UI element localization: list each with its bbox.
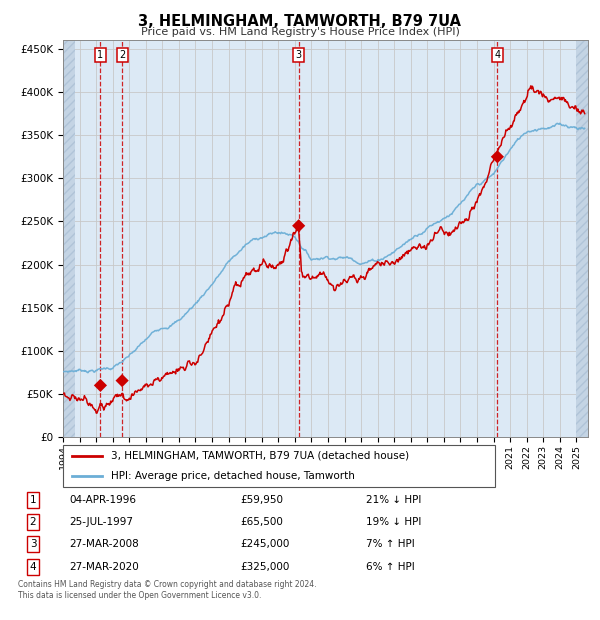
Text: 4: 4	[494, 50, 500, 60]
Point	[493, 152, 502, 162]
Text: Contains HM Land Registry data © Crown copyright and database right 2024.: Contains HM Land Registry data © Crown c…	[18, 580, 317, 589]
Text: 1: 1	[29, 495, 37, 505]
Text: This data is licensed under the Open Government Licence v3.0.: This data is licensed under the Open Gov…	[18, 591, 262, 600]
Text: 1: 1	[97, 50, 103, 60]
Text: 25-JUL-1997: 25-JUL-1997	[69, 517, 133, 527]
Text: 7% ↑ HPI: 7% ↑ HPI	[366, 539, 415, 549]
Text: 19% ↓ HPI: 19% ↓ HPI	[366, 517, 421, 527]
Text: 4: 4	[29, 562, 37, 572]
Text: 3, HELMINGHAM, TAMWORTH, B79 7UA (detached house): 3, HELMINGHAM, TAMWORTH, B79 7UA (detach…	[110, 451, 409, 461]
Text: 21% ↓ HPI: 21% ↓ HPI	[366, 495, 421, 505]
Text: £245,000: £245,000	[240, 539, 289, 549]
Text: £59,950: £59,950	[240, 495, 283, 505]
Text: Price paid vs. HM Land Registry's House Price Index (HPI): Price paid vs. HM Land Registry's House …	[140, 27, 460, 37]
Text: 6% ↑ HPI: 6% ↑ HPI	[366, 562, 415, 572]
Text: 27-MAR-2020: 27-MAR-2020	[69, 562, 139, 572]
Bar	[577, 40, 588, 437]
Bar	[63, 40, 76, 437]
Text: 2: 2	[119, 50, 125, 60]
Text: £325,000: £325,000	[240, 562, 289, 572]
Point	[95, 381, 105, 391]
Text: £65,500: £65,500	[240, 517, 283, 527]
FancyBboxPatch shape	[63, 445, 495, 487]
Text: 27-MAR-2008: 27-MAR-2008	[69, 539, 139, 549]
Text: HPI: Average price, detached house, Tamworth: HPI: Average price, detached house, Tamw…	[110, 471, 355, 480]
Text: 3: 3	[29, 539, 37, 549]
Text: 3: 3	[296, 50, 302, 60]
Point	[294, 221, 304, 231]
Text: 04-APR-1996: 04-APR-1996	[69, 495, 136, 505]
Point	[118, 376, 127, 386]
Text: 2: 2	[29, 517, 37, 527]
Text: 3, HELMINGHAM, TAMWORTH, B79 7UA: 3, HELMINGHAM, TAMWORTH, B79 7UA	[139, 14, 461, 29]
